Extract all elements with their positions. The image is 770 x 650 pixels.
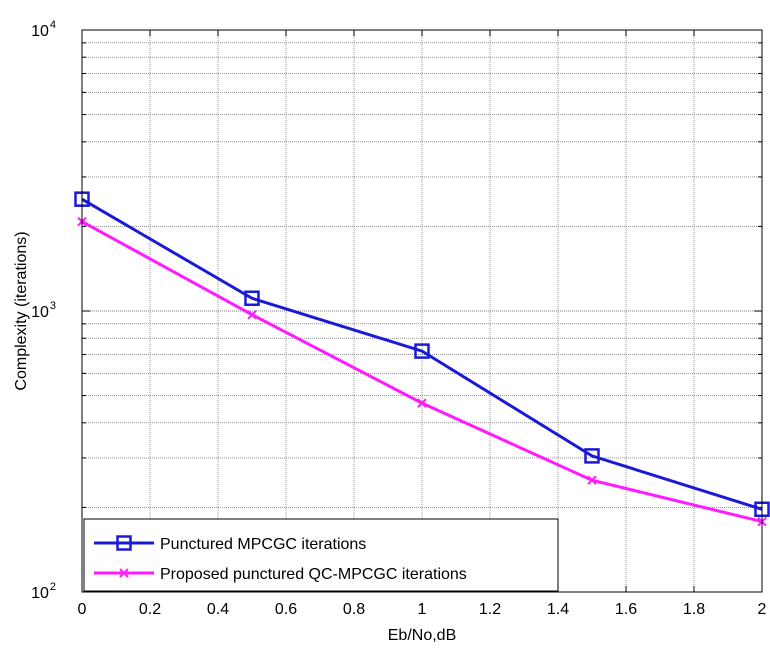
x-tick-label: 1.6 [615,601,637,618]
data-point-square [414,343,430,359]
x-tick-label: 2 [758,601,767,618]
x-tick-label: 0.4 [207,601,229,618]
y-axis-label: Complexity (iterations) [13,231,30,390]
data-point-x [587,475,597,485]
data-point-x [247,310,257,320]
y-tick-exponent: 3 [50,300,56,312]
legend-entry: Punctured MPCGC iterations [94,535,366,553]
x-tick-label: 0.6 [275,601,297,618]
series-line [81,197,763,511]
legend-entry: Proposed punctured QC-MPCGC iterations [94,566,467,583]
y-tick-label: 104 [31,19,56,40]
x-tick-label: 1.2 [479,601,501,618]
data-point-square [116,535,132,551]
x-tick-label: 0.2 [139,601,161,618]
x-tick-label: 0 [78,601,87,618]
y-tick-label: 102 [31,581,56,602]
legend-box [83,518,559,592]
data-point-x [119,568,129,578]
y-tick-label: 103 [31,300,56,321]
plot-frame [81,29,763,593]
x-tick-label: 1.8 [683,601,705,618]
y-tick-base: 10 [31,23,49,40]
y-tick-base: 10 [31,304,49,321]
legend-label: Punctured MPCGC iterations [160,536,366,553]
series-layer [74,191,770,527]
data-point-square [584,448,600,464]
y-tick-exponent: 2 [50,581,56,593]
legend: Punctured MPCGC iterations Proposed punct… [83,518,559,592]
x-tick-label: 1 [418,601,427,618]
y-tick-exponent: 4 [50,19,56,31]
data-point-square [244,290,260,307]
x-tick-label: 0.8 [343,601,365,618]
x-tick-label: 1.4 [547,601,569,618]
legend-label: Proposed punctured QC-MPCGC iterations [160,566,467,583]
x-axis-label: Eb/No,dB [388,627,456,644]
data-point-x [417,398,427,408]
y-tick-base: 10 [31,585,49,602]
grid [82,30,762,592]
